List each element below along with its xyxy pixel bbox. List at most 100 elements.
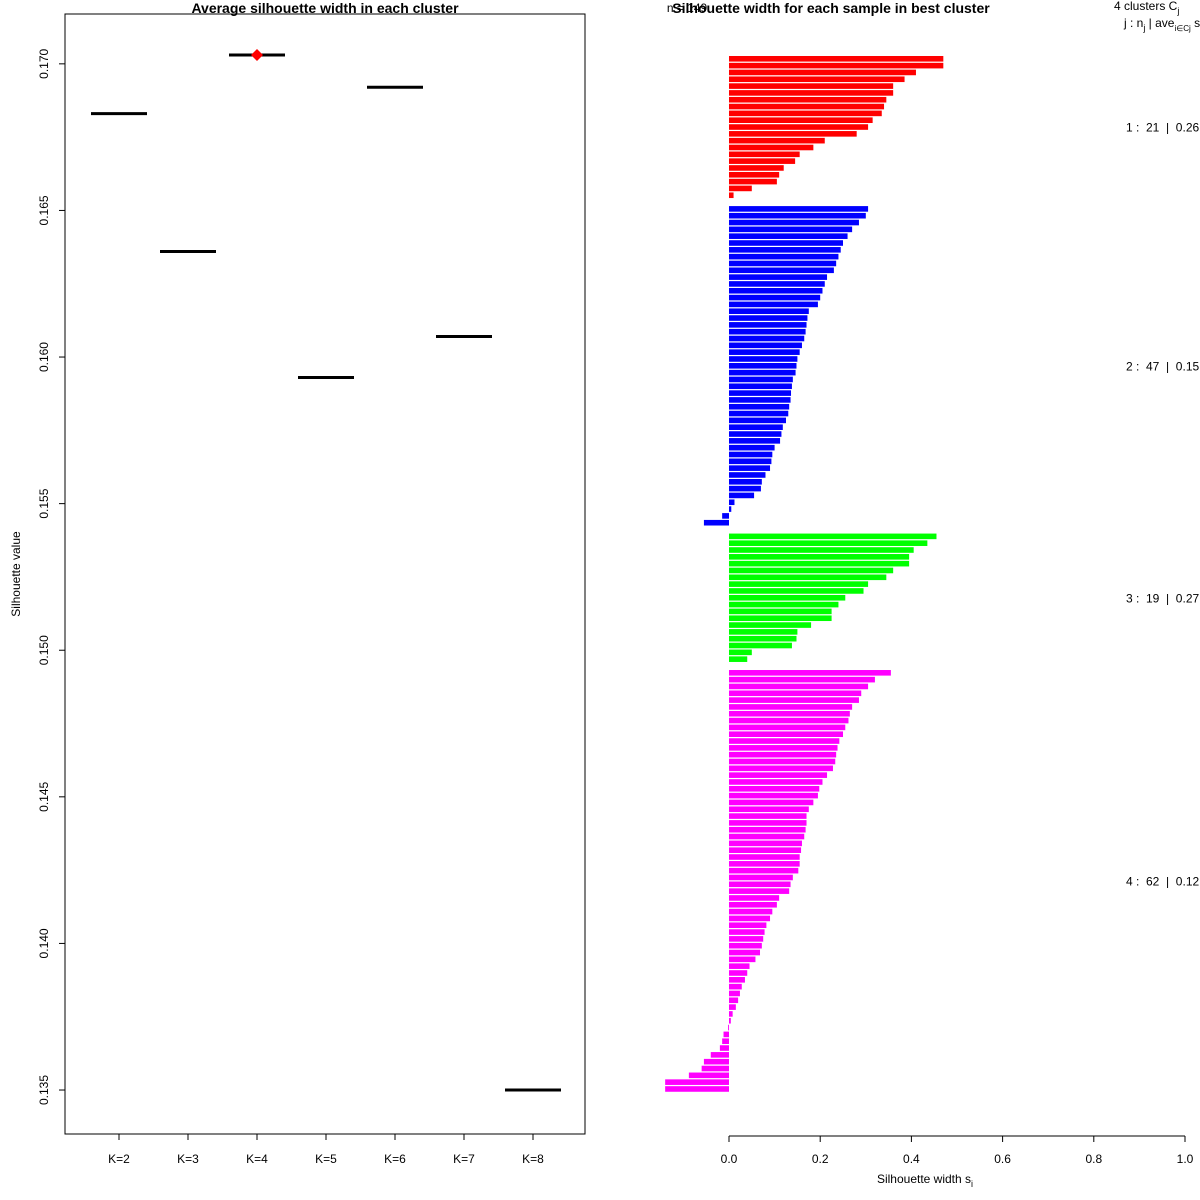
silhouette-bar: [729, 315, 808, 321]
silhouette-bar: [729, 267, 834, 274]
silhouette-bar: [729, 103, 885, 110]
silhouette-bar: [729, 438, 781, 444]
right-chart-title: Silhouette width for each sample in best…: [672, 0, 990, 16]
silhouette-bar: [729, 710, 850, 717]
silhouette-bar: [729, 601, 839, 608]
silhouette-bar: [723, 1031, 729, 1038]
silhouette-bar: [729, 956, 756, 963]
silhouette-bar: [729, 554, 910, 560]
silhouette-bar: [729, 465, 771, 471]
silhouette-bar: [729, 56, 944, 62]
silhouette-bar: [729, 533, 937, 540]
silhouette-bar: [729, 444, 775, 451]
silhouette-bar: [729, 131, 857, 137]
silhouette-bar: [729, 936, 764, 942]
silhouette-bar: [729, 185, 752, 192]
silhouette-bar: [729, 867, 799, 874]
silhouette-bar: [729, 212, 866, 219]
silhouette-bar: [729, 1011, 733, 1017]
silhouette-bar: [729, 861, 800, 867]
silhouette-bar: [719, 1045, 729, 1051]
silhouette-bar: [729, 1004, 736, 1010]
silhouette-bar: [729, 506, 732, 512]
left-x-tick-label: K=4: [246, 1152, 268, 1166]
left-y-tick-label: 0.145: [37, 781, 51, 811]
silhouette-bar: [729, 151, 800, 158]
silhouette-bar: [728, 1024, 729, 1031]
legend-header-line2-sub-n: j: [1142, 23, 1145, 33]
silhouette-bar: [729, 649, 752, 656]
silhouette-bar: [729, 328, 806, 335]
silhouette-bar: [729, 594, 846, 601]
silhouette-bar: [729, 745, 838, 751]
right-x-axis: 0.0 0.2 0.4 0.6 0.8 1.0: [721, 1135, 1194, 1166]
left-x-tick-label: K=3: [177, 1152, 199, 1166]
sample-silhouette-panel: n = 149 Silhouette width for each sample…: [665, 0, 1200, 1189]
silhouette-bar: [729, 922, 767, 929]
silhouette-bar: [729, 363, 797, 369]
silhouette-bar: [729, 567, 894, 574]
silhouette-bar: [729, 588, 864, 594]
silhouette-bar: [729, 424, 783, 431]
silhouette-bar: [722, 1038, 729, 1045]
silhouette-bar: [729, 390, 792, 396]
silhouette-bar: [703, 1058, 729, 1065]
silhouette-bar: [729, 854, 800, 860]
silhouette-bar: [729, 895, 780, 901]
silhouette-bar: [729, 308, 809, 315]
silhouette-bar: [729, 724, 846, 731]
right-x-axis-label: Silhouette width si: [877, 1172, 973, 1189]
silhouette-bar: [729, 990, 740, 997]
silhouette-bar: [729, 410, 789, 417]
silhouette-bar: [729, 458, 772, 465]
silhouette-bar: [729, 451, 773, 458]
silhouette-bar: [729, 963, 750, 969]
silhouette-bar: [729, 751, 837, 758]
silhouette-bar: [729, 281, 825, 287]
silhouette-bar: [729, 540, 928, 546]
silhouette-bar: [729, 915, 771, 922]
silhouette-bar: [729, 478, 762, 485]
silhouette-bar: [729, 888, 790, 894]
silhouette-bar: [729, 356, 798, 362]
silhouette-bar: [729, 758, 836, 765]
silhouette-bar: [729, 171, 780, 178]
silhouette-bar: [665, 1086, 729, 1092]
left-y-tick-label: 0.160: [37, 342, 51, 372]
left-x-tick-label: K=8: [522, 1152, 544, 1166]
silhouette-bar: [729, 738, 840, 744]
legend-header-line2-b: | ave: [1145, 16, 1174, 30]
silhouette-bar: [729, 69, 916, 76]
cluster-label: 1 : 21 | 0.26: [1126, 121, 1199, 135]
silhouette-bar: [729, 581, 869, 587]
silhouette-bar: [729, 117, 873, 123]
silhouette-bar: [729, 785, 820, 792]
silhouette-bar: [729, 813, 807, 819]
silhouette-bar: [729, 840, 802, 847]
silhouette-bar: [729, 676, 875, 683]
silhouette-bar: [729, 635, 797, 642]
silhouette-bar: [710, 1052, 729, 1058]
legend-header-line2-sub-ave: i∈Cj: [1174, 24, 1191, 33]
silhouette-bar: [729, 485, 761, 492]
right-x-axis-label-main: Silhouette width s: [877, 1172, 971, 1186]
left-y-tick-label: 0.150: [37, 635, 51, 665]
silhouette-bar: [729, 792, 818, 799]
cluster-label: 3 : 19 | 0.27: [1126, 591, 1199, 605]
silhouette-bar: [729, 949, 761, 956]
silhouette-bar: [729, 240, 843, 246]
silhouette-bar: [729, 547, 914, 553]
silhouette-bar: [729, 472, 766, 478]
cluster-labels: 1 : 21 | 0.26 2 : 47 | 0.15 3 : 19 | 0.27 4…: [1126, 121, 1199, 889]
silhouette-bar: [729, 219, 859, 226]
silhouette-bar: [729, 656, 748, 662]
silhouette-bar: [729, 697, 859, 703]
silhouette-bar: [729, 294, 821, 301]
silhouette-bar: [729, 622, 812, 628]
silhouette-bar: [703, 519, 729, 526]
silhouette-bar: [729, 690, 862, 697]
silhouette-bar: [729, 1017, 731, 1024]
left-x-tick-label: K=2: [108, 1152, 130, 1166]
silhouette-bar: [729, 779, 823, 785]
